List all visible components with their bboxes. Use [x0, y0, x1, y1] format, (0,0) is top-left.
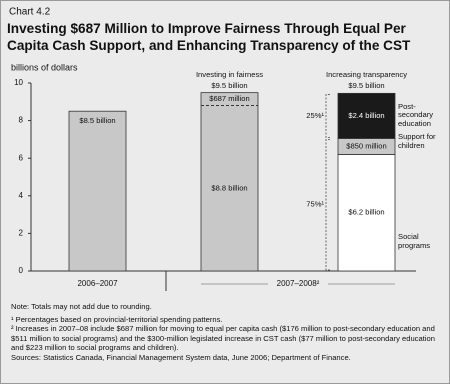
y-tick-label: 8: [19, 116, 24, 125]
x-tick-label: 2006–2007: [77, 279, 118, 288]
value-label: $850 million: [346, 141, 387, 150]
bar-segment: [201, 92, 258, 106]
bar-segment: [337, 154, 396, 272]
segment-name-box: Post-secondary education: [398, 102, 434, 129]
chart-title: Investing $687 Million to Improve Fairne…: [7, 21, 411, 53]
x-tick-label: 2007–2008²: [277, 279, 320, 288]
share-label: 25%¹: [306, 111, 324, 120]
note: Sources: Statistics Canada, Financial Ma…: [11, 352, 351, 362]
value-label: $2.4 billion: [348, 111, 384, 120]
segment-name-box: Support for children: [398, 133, 436, 151]
y-axis-label: billions of dollars: [11, 62, 78, 72]
y-tick-label: 6: [19, 153, 24, 162]
segment-name: Post-secondary education: [398, 102, 434, 129]
bar-segment: [68, 110, 127, 272]
value-label: $6.2 billion: [348, 208, 384, 217]
chart: Chart 4.2 Investing $687 Million to Impr…: [7, 7, 436, 291]
segment-name: Support for children: [398, 133, 436, 151]
y-tick-label: 2: [19, 229, 24, 238]
share-label: 75%¹: [306, 200, 324, 209]
bar-segment: [337, 92, 396, 139]
share-bracket: [325, 139, 330, 271]
y-tick-label: 10: [14, 78, 23, 87]
segment-name-box: Social programs: [398, 233, 431, 250]
value-label: $8.8 billion: [211, 183, 247, 192]
y-tick-label: 4: [19, 191, 24, 200]
bar-segment: [201, 105, 258, 271]
total-label: $9.5 billion: [211, 81, 247, 90]
note: Note: Totals may not add due to rounding…: [11, 302, 152, 311]
share-bracket: [325, 93, 330, 138]
total-label: $9.5 billion: [348, 81, 384, 90]
chart-number: Chart 4.2: [9, 7, 51, 18]
y-tick-label: 0: [19, 266, 24, 275]
notes: Note: Totals may not add due to rounding…: [11, 302, 441, 363]
title-box: Investing $687 Million to Improve Fairne…: [7, 21, 411, 53]
segment-name: Social programs: [398, 233, 431, 250]
note: ¹ Percentages based on provincial-territ…: [11, 314, 223, 324]
bar-header: Investing in fairness: [196, 70, 263, 79]
bar-header: Increasing transparency: [326, 70, 407, 79]
bar-outline: [200, 92, 259, 272]
value-label: $687 million: [209, 94, 250, 103]
note: ² Increases in 2007–08 include $687 mill…: [11, 324, 435, 353]
value-label: $8.5 billion: [79, 116, 115, 125]
